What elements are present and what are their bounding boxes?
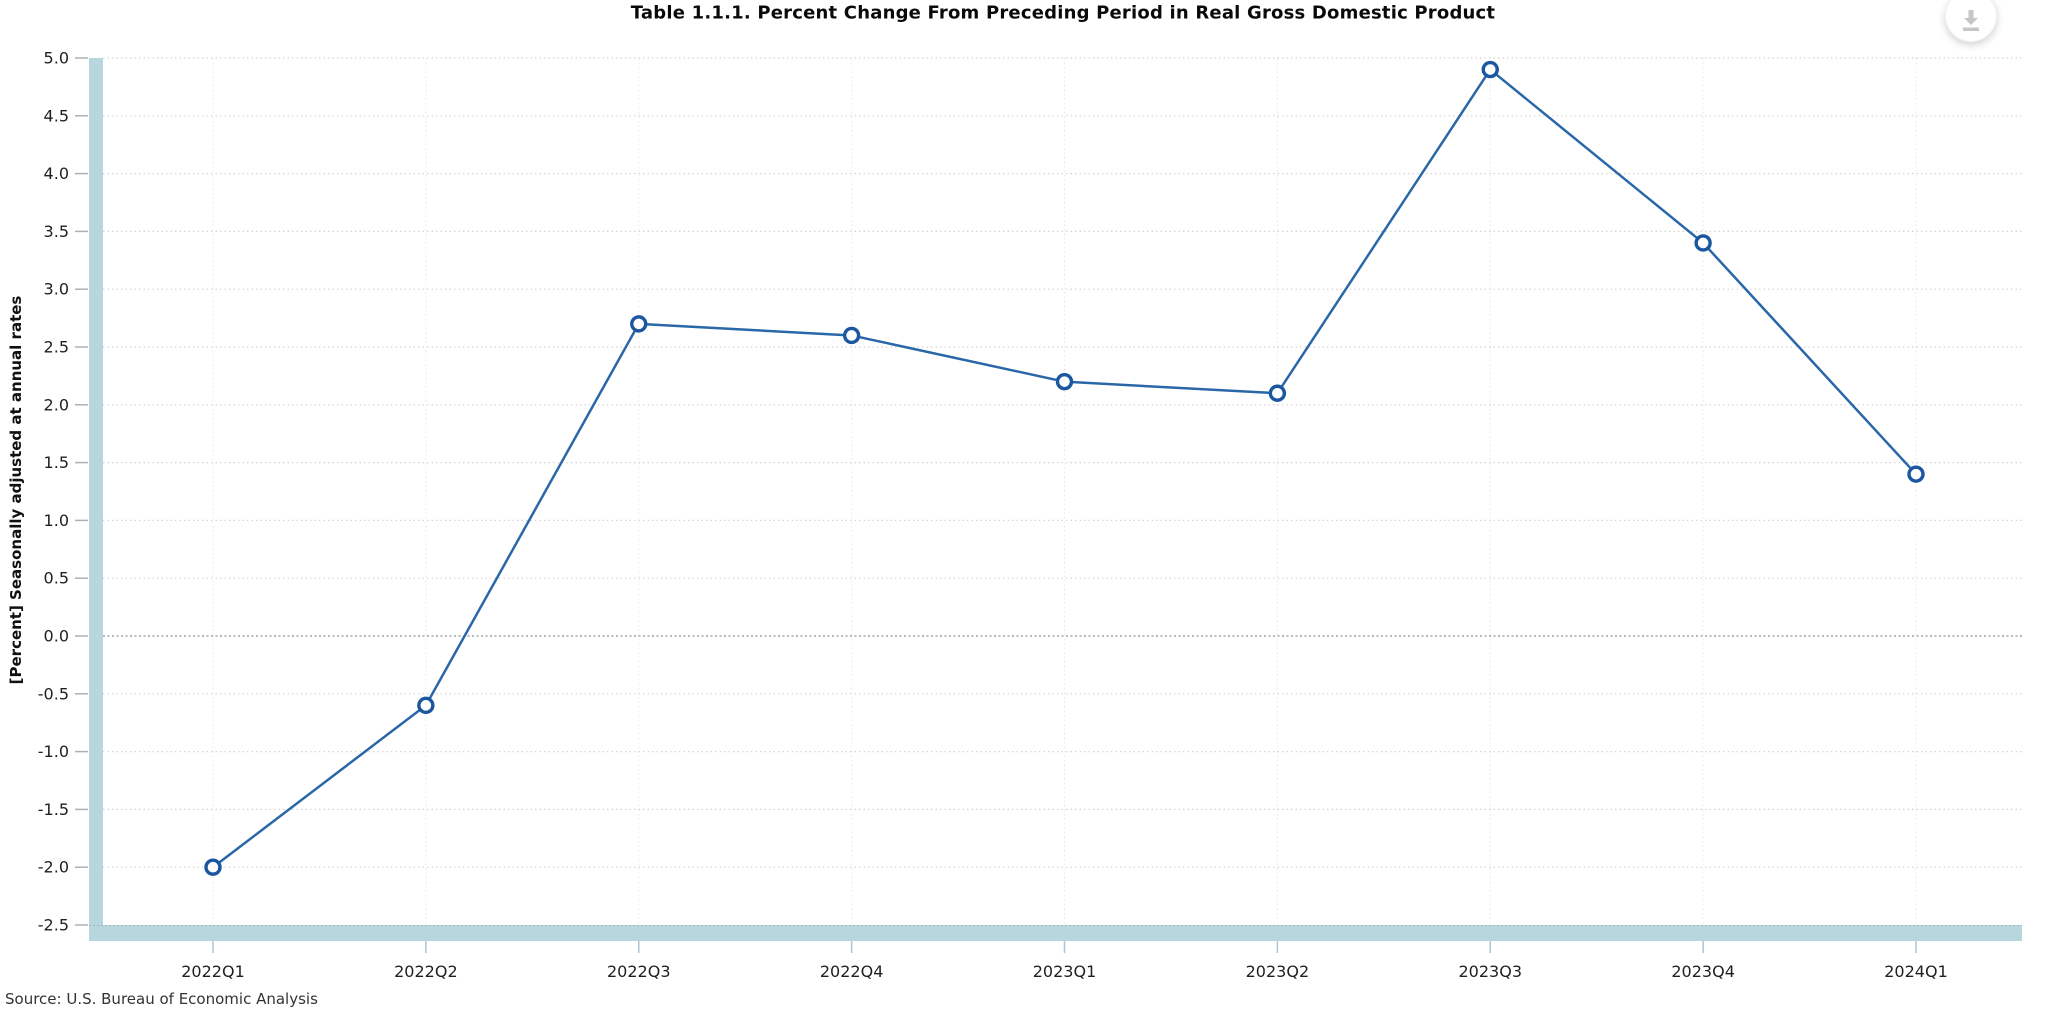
download-button[interactable] — [1945, 0, 1997, 42]
y-tick-label: 4.0 — [44, 164, 69, 183]
y-tick-label: 5.0 — [44, 49, 69, 68]
x-tick-label: 2023Q4 — [1671, 962, 1735, 981]
x-tick-label: 2022Q1 — [181, 962, 245, 981]
y-tick-label: -2.0 — [38, 858, 69, 877]
y-tick-label: 3.5 — [44, 222, 69, 241]
y-tick-label: 1.5 — [44, 453, 69, 472]
data-point-2023Q1[interactable] — [1055, 372, 1074, 391]
y-tick-label: 4.5 — [44, 106, 69, 125]
y-tick-label: -1.0 — [38, 742, 69, 761]
y-axis-title: [Percent] Seasonally adjusted at annual … — [7, 295, 25, 685]
y-tick-label: -0.5 — [38, 684, 69, 703]
page-title: Table 1.1.1. Percent Change From Precedi… — [630, 2, 1496, 24]
y-tick-label: 0.0 — [44, 627, 69, 646]
x-tick-label: 2023Q2 — [1246, 962, 1310, 981]
x-tick-label: 2022Q3 — [607, 962, 671, 981]
data-point-2023Q3[interactable] — [1481, 60, 1499, 79]
x-tick-label: 2022Q2 — [394, 962, 458, 981]
y-axis-bar — [89, 58, 103, 941]
data-point-2024Q1[interactable] — [1907, 465, 1925, 483]
data-point-2023Q2[interactable] — [1268, 384, 1287, 402]
x-axis-bar — [89, 925, 2022, 941]
data-point-2022Q2[interactable] — [417, 696, 435, 715]
y-tick-label: -1.5 — [38, 800, 69, 819]
x-tick-label: 2024Q1 — [1884, 962, 1948, 981]
data-point-2022Q1[interactable] — [204, 858, 222, 876]
data-point-2022Q4[interactable] — [842, 326, 861, 345]
data-point-2022Q3[interactable] — [630, 315, 648, 333]
data-point-2023Q4[interactable] — [1694, 234, 1712, 252]
x-tick-label: 2023Q1 — [1033, 962, 1097, 981]
x-tick-label: 2022Q4 — [820, 962, 884, 981]
download-icon — [1963, 10, 1979, 31]
y-tick-label: 3.0 — [44, 280, 69, 299]
y-tick-label: 2.0 — [44, 395, 69, 414]
source-note: Source: U.S. Bureau of Economic Analysis — [5, 990, 318, 1008]
y-tick-label: 2.5 — [44, 338, 69, 357]
y-tick-label: 0.5 — [44, 569, 69, 588]
y-tick-label: 1.0 — [44, 511, 69, 530]
y-tick-label: -2.5 — [38, 916, 69, 935]
x-tick-label: 2023Q3 — [1459, 962, 1523, 981]
